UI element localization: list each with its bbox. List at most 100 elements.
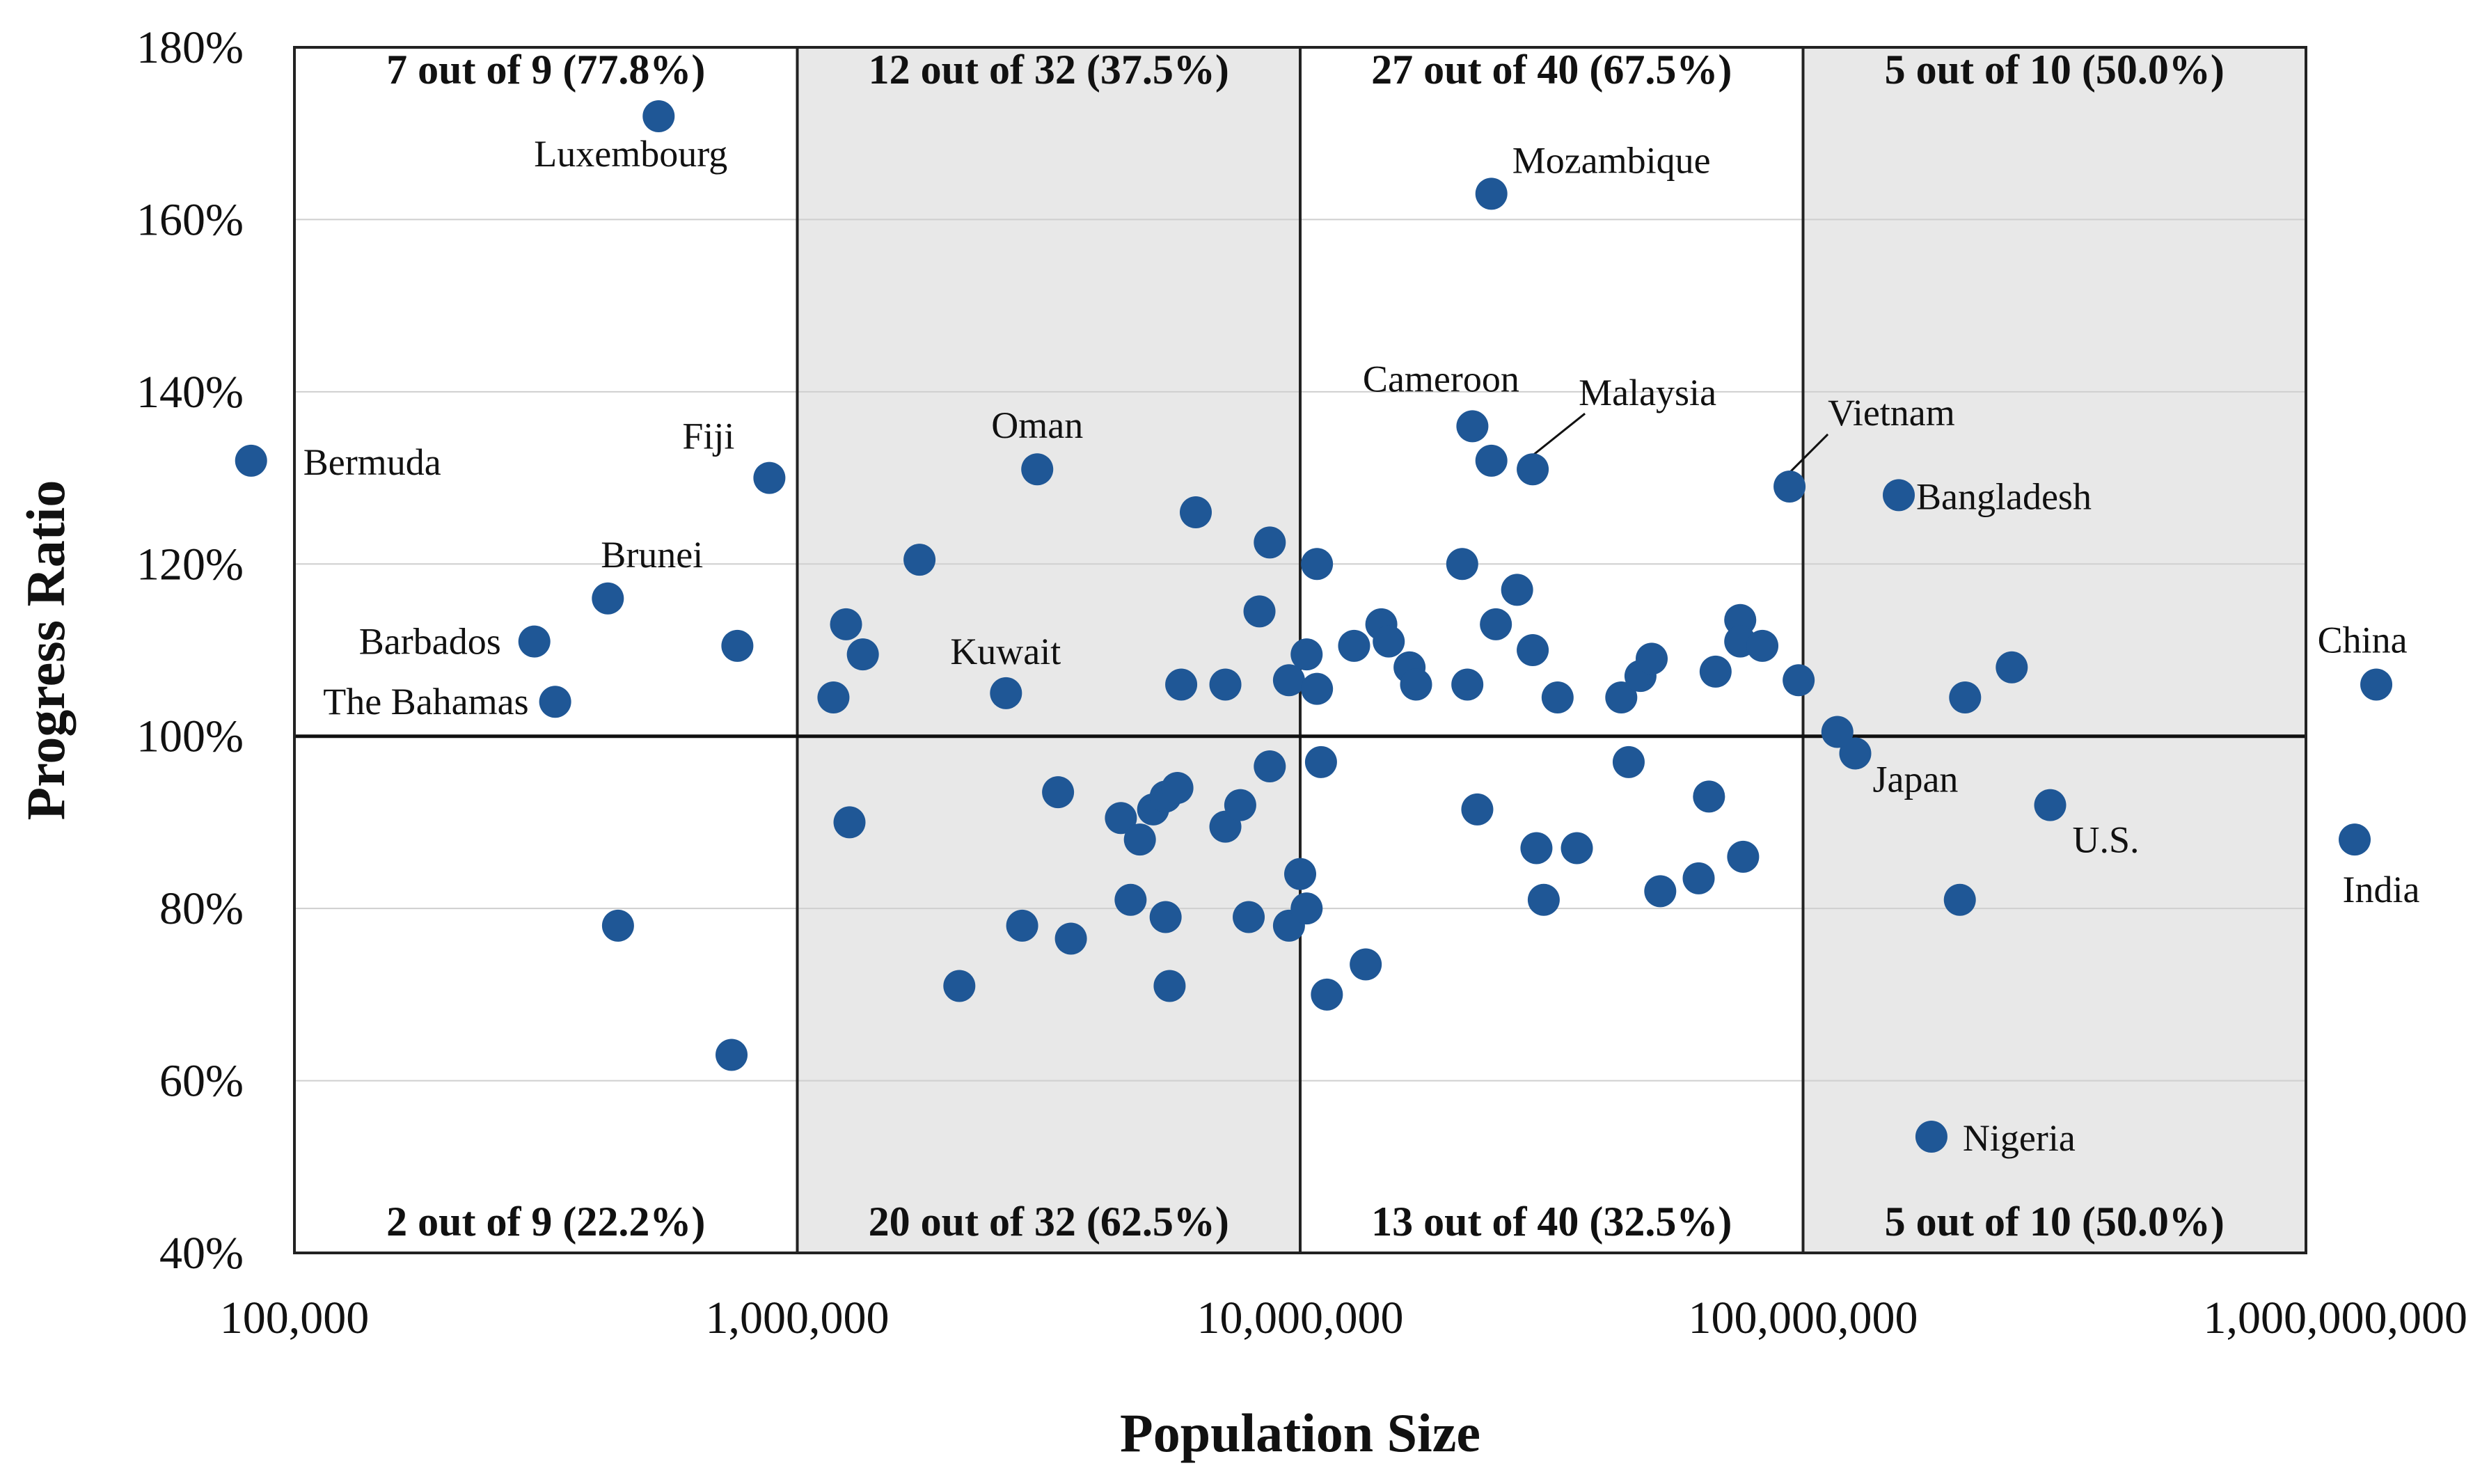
data-point [1612,745,1645,778]
data-point [1290,892,1323,925]
data-point [1560,832,1593,865]
data-point [1996,651,2028,684]
y-tick-label: 100% [136,711,244,762]
point-label: Barbados [359,621,501,663]
bottom-count-0: 2 out of 9 (22.2%) [386,1199,705,1245]
x-axis-title: Population Size [1120,1403,1480,1463]
leader-line [1789,433,1829,474]
data-point [1304,745,1337,778]
y-tick-label: 40% [159,1228,244,1279]
data-point [1682,862,1715,894]
top-count-2: 27 out of 40 (67.5%) [1371,47,1732,93]
data-point [1943,883,1976,916]
data-point-fiji [753,461,786,494]
data-point [943,970,976,1002]
y-tick-label: 60% [159,1056,244,1107]
data-point [1480,608,1512,640]
data-point [1233,901,1265,933]
data-point-brunei [592,582,624,615]
data-point-the-bahamas [539,686,571,718]
data-point [1400,668,1432,701]
data-point [830,608,862,640]
data-point [1301,548,1334,581]
data-point-nigeria [1915,1120,1947,1153]
data-point-bermuda [235,444,267,477]
data-point-malaysia [1517,453,1549,486]
x-tick-label: 1,000,000 [706,1293,890,1343]
data-point [1644,875,1677,908]
data-point [1520,832,1553,865]
data-point [1501,574,1533,606]
y-tick-label: 180% [136,22,244,73]
y-tick-label: 140% [136,367,244,418]
data-point [1209,668,1242,701]
data-point [1451,668,1484,701]
data-point [1461,793,1494,826]
point-label: China [2318,619,2408,661]
data-point [846,638,879,671]
point-label: Oman [991,404,1083,446]
data-point [1254,750,1286,783]
point-label: Malaysia [1579,372,1716,413]
shaded-band-3 [1803,47,2306,1253]
data-point [1350,948,1382,981]
data-point [903,544,936,576]
data-point-india [2339,823,2371,856]
data-point-u-s- [2034,789,2067,821]
data-point [1727,840,1760,873]
point-label: Fiji [682,416,734,457]
x-tick-label: 100,000 [220,1293,370,1343]
data-point [1301,672,1334,705]
x-tick-label: 10,000,000 [1197,1293,1404,1343]
data-point [833,806,866,839]
top-count-0: 7 out of 9 (77.8%) [386,47,705,93]
point-label: U.S. [2073,819,2140,861]
plot-frame [293,46,2307,1254]
data-point [1693,780,1725,813]
leader-line [1532,413,1586,457]
band-counts: 7 out of 9 (77.8%) 2 out of 9 (22.2%) 12 o… [386,47,2225,1245]
data-point [1254,526,1286,559]
data-point-luxembourg [642,100,675,132]
data-point [1527,883,1560,916]
data-point [1373,625,1405,658]
bottom-count-1: 20 out of 32 (62.5%) [869,1199,1229,1245]
data-point-barbados [518,625,551,658]
data-point [1114,883,1147,916]
y-tick-label: 120% [136,539,244,590]
point-label: Cameroon [1363,358,1519,400]
data-point [1149,901,1182,933]
data-point-cameroon [1456,410,1489,443]
data-point [1746,629,1779,662]
data-point [1105,802,1137,835]
y-tick-label: 160% [136,194,244,245]
data-point [1821,716,1854,748]
data-point-oman [1021,453,1054,486]
data-point [1517,634,1549,666]
y-axis-ticks: 40% 60% 80% 100% 120% 140% 160% 180% [136,22,244,1279]
point-label: Japan [1872,758,1958,800]
data-point [1783,664,1815,697]
top-count-3: 5 out of 10 (50.0%) [1885,47,2225,93]
data-point [1338,629,1370,662]
data-point-china [2360,668,2393,701]
point-label: Vietnam [1828,392,1955,434]
x-tick-label: 1,000,000,000 [2204,1293,2468,1343]
data-point [1541,681,1574,714]
data-point [1605,681,1638,714]
data-point-bangladesh [1883,479,1915,512]
data-point [1475,444,1508,477]
data-point [1042,776,1075,809]
data-point [716,1039,748,1071]
data-point [1054,922,1087,955]
bottom-count-2: 13 out of 40 (32.5%) [1371,1199,1732,1245]
data-point [1272,664,1305,697]
y-axis-title: Progress Ratio [15,480,76,821]
data-point [1284,858,1316,890]
point-label: India [2343,869,2420,910]
data-point [1636,642,1668,675]
data-point [1949,681,1982,714]
data-point-kuwait [990,677,1022,709]
shaded-band-1 [797,47,1300,1253]
